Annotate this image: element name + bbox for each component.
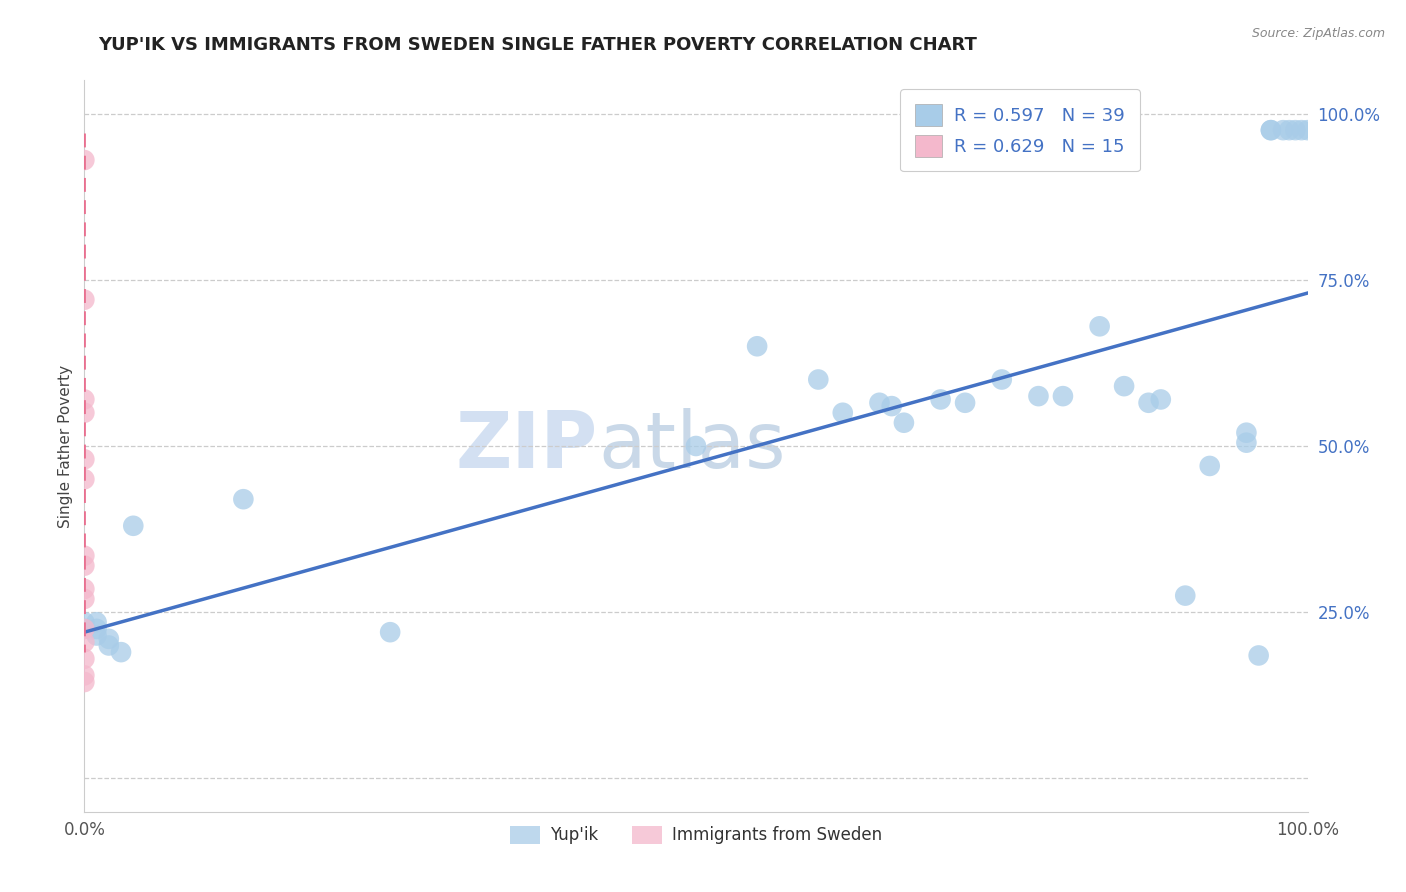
Point	[1052, 389, 1074, 403]
Point	[73, 622, 96, 636]
Point	[1114, 379, 1136, 393]
Point	[1174, 589, 1197, 603]
Point	[1272, 123, 1295, 137]
Point	[747, 339, 769, 353]
Point	[1278, 123, 1301, 137]
Point	[880, 399, 903, 413]
Point	[380, 625, 402, 640]
Point	[1236, 425, 1258, 440]
Point	[1198, 458, 1220, 473]
Point	[86, 622, 108, 636]
Point	[1296, 123, 1319, 137]
Point	[73, 549, 96, 563]
Point	[73, 392, 96, 407]
Point	[1260, 123, 1282, 137]
Point	[110, 645, 132, 659]
Point	[1247, 648, 1270, 663]
Point	[1150, 392, 1173, 407]
Point	[73, 675, 96, 690]
Point	[73, 452, 96, 467]
Point	[97, 632, 120, 646]
Point	[1291, 123, 1313, 137]
Point	[893, 416, 915, 430]
Point	[1137, 396, 1160, 410]
Point	[869, 396, 891, 410]
Point	[73, 652, 96, 666]
Point	[73, 558, 96, 573]
Point	[122, 518, 145, 533]
Point	[953, 396, 976, 410]
Point	[73, 293, 96, 307]
Text: ZIP: ZIP	[456, 408, 598, 484]
Point	[929, 392, 952, 407]
Point	[1028, 389, 1050, 403]
Point	[1260, 123, 1282, 137]
Point	[86, 615, 108, 630]
Text: Source: ZipAtlas.com: Source: ZipAtlas.com	[1251, 27, 1385, 40]
Point	[73, 591, 96, 606]
Point	[1088, 319, 1111, 334]
Point	[1284, 123, 1306, 137]
Point	[73, 153, 96, 167]
Point	[73, 582, 96, 596]
Point	[1236, 435, 1258, 450]
Text: YUP'IK VS IMMIGRANTS FROM SWEDEN SINGLE FATHER POVERTY CORRELATION CHART: YUP'IK VS IMMIGRANTS FROM SWEDEN SINGLE …	[98, 36, 977, 54]
Y-axis label: Single Father Poverty: Single Father Poverty	[58, 365, 73, 527]
Text: atlas: atlas	[598, 408, 786, 484]
Point	[73, 622, 96, 636]
Point	[232, 492, 254, 507]
Legend: Yup'ik, Immigrants from Sweden: Yup'ik, Immigrants from Sweden	[503, 819, 889, 851]
Point	[97, 639, 120, 653]
Point	[73, 668, 96, 682]
Point	[831, 406, 853, 420]
Point	[86, 628, 108, 642]
Point	[73, 635, 96, 649]
Point	[807, 372, 830, 386]
Point	[73, 472, 96, 486]
Point	[73, 406, 96, 420]
Point	[73, 615, 96, 630]
Point	[991, 372, 1014, 386]
Point	[685, 439, 707, 453]
